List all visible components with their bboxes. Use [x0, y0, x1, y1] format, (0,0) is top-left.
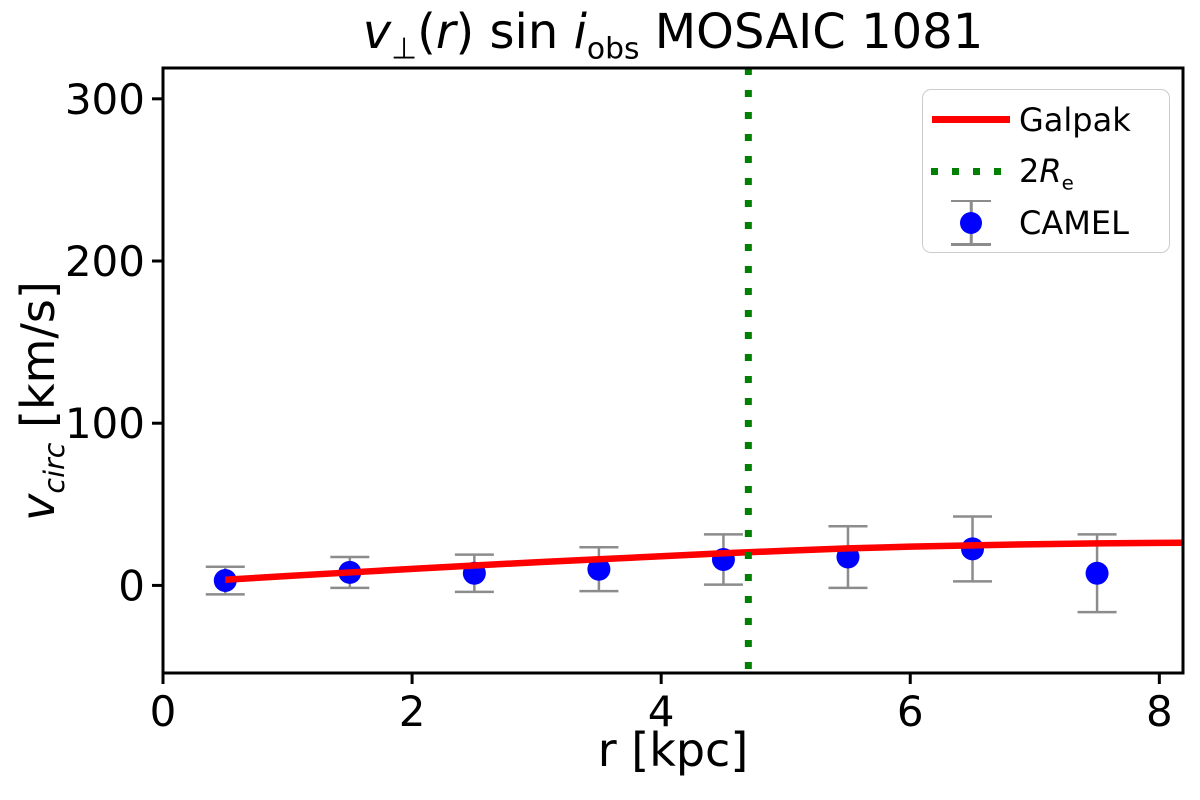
camel-errorbar-cap-bottom	[951, 243, 991, 246]
re-dotted-line-icon	[931, 167, 1011, 175]
camel-data-point	[1085, 561, 1109, 585]
galpak-curve	[225, 539, 1184, 583]
camel-marker-icon	[949, 199, 993, 246]
legend-sample-cell	[923, 167, 1019, 175]
title-perp-symbol: ⊥	[391, 31, 418, 67]
legend: Galpak 2Re CAMEL	[922, 89, 1170, 253]
x-tick-label: 4	[648, 687, 675, 736]
x-tick-label: 8	[1146, 687, 1173, 736]
camel-data-point	[213, 569, 237, 593]
plot-border	[161, 66, 1185, 675]
re-R: R	[1039, 152, 1062, 190]
x-tick-label: 2	[399, 687, 426, 736]
title-r: r	[435, 4, 456, 60]
legend-item-galpak: Galpak	[923, 95, 1169, 145]
camel-dot	[960, 211, 982, 234]
galpak-line-icon	[932, 116, 1010, 123]
ylabel-circ-subscript: circ	[38, 442, 72, 494]
title-i: i	[573, 4, 587, 60]
title-obs-subscript: obs	[586, 31, 640, 67]
x-axis-label: r [kpc]	[597, 723, 749, 777]
ylabel-v: v	[11, 493, 65, 521]
title-open-paren: (	[417, 4, 436, 60]
camel-data-point	[587, 557, 611, 581]
chart-title: v⊥(r) sin iobs MOSAIC 1081	[163, 4, 1183, 64]
x-tick-label: 0	[150, 687, 177, 736]
legend-item-camel: CAMEL	[923, 198, 1169, 248]
x-tick-label: 6	[897, 687, 924, 736]
y-tick-label: 0	[118, 561, 145, 610]
y-axis-label: vcirc [km/s]	[9, 151, 71, 651]
re-prefix: 2	[1019, 152, 1040, 190]
re-subscript: e	[1061, 171, 1074, 195]
title-galaxy-name: MOSAIC 1081	[639, 4, 984, 60]
legend-label-camel: CAMEL	[1019, 203, 1129, 242]
legend-sample-cell	[923, 116, 1019, 123]
title-v: v	[362, 4, 392, 60]
ylabel-units: [km/s]	[11, 281, 65, 443]
legend-item-2re: 2Re	[923, 146, 1169, 196]
legend-label-2re: 2Re	[1019, 152, 1074, 193]
title-close-sin: ) sin	[455, 4, 574, 60]
legend-sample-cell	[923, 199, 1019, 246]
legend-label-galpak: Galpak	[1019, 100, 1131, 139]
y-tick-label: 300	[65, 75, 145, 124]
y-tick-label: 200	[65, 237, 145, 286]
camel-data-point	[961, 537, 985, 561]
y-tick-label: 100	[65, 399, 145, 448]
camel-errorbar-cap-top	[951, 199, 991, 202]
